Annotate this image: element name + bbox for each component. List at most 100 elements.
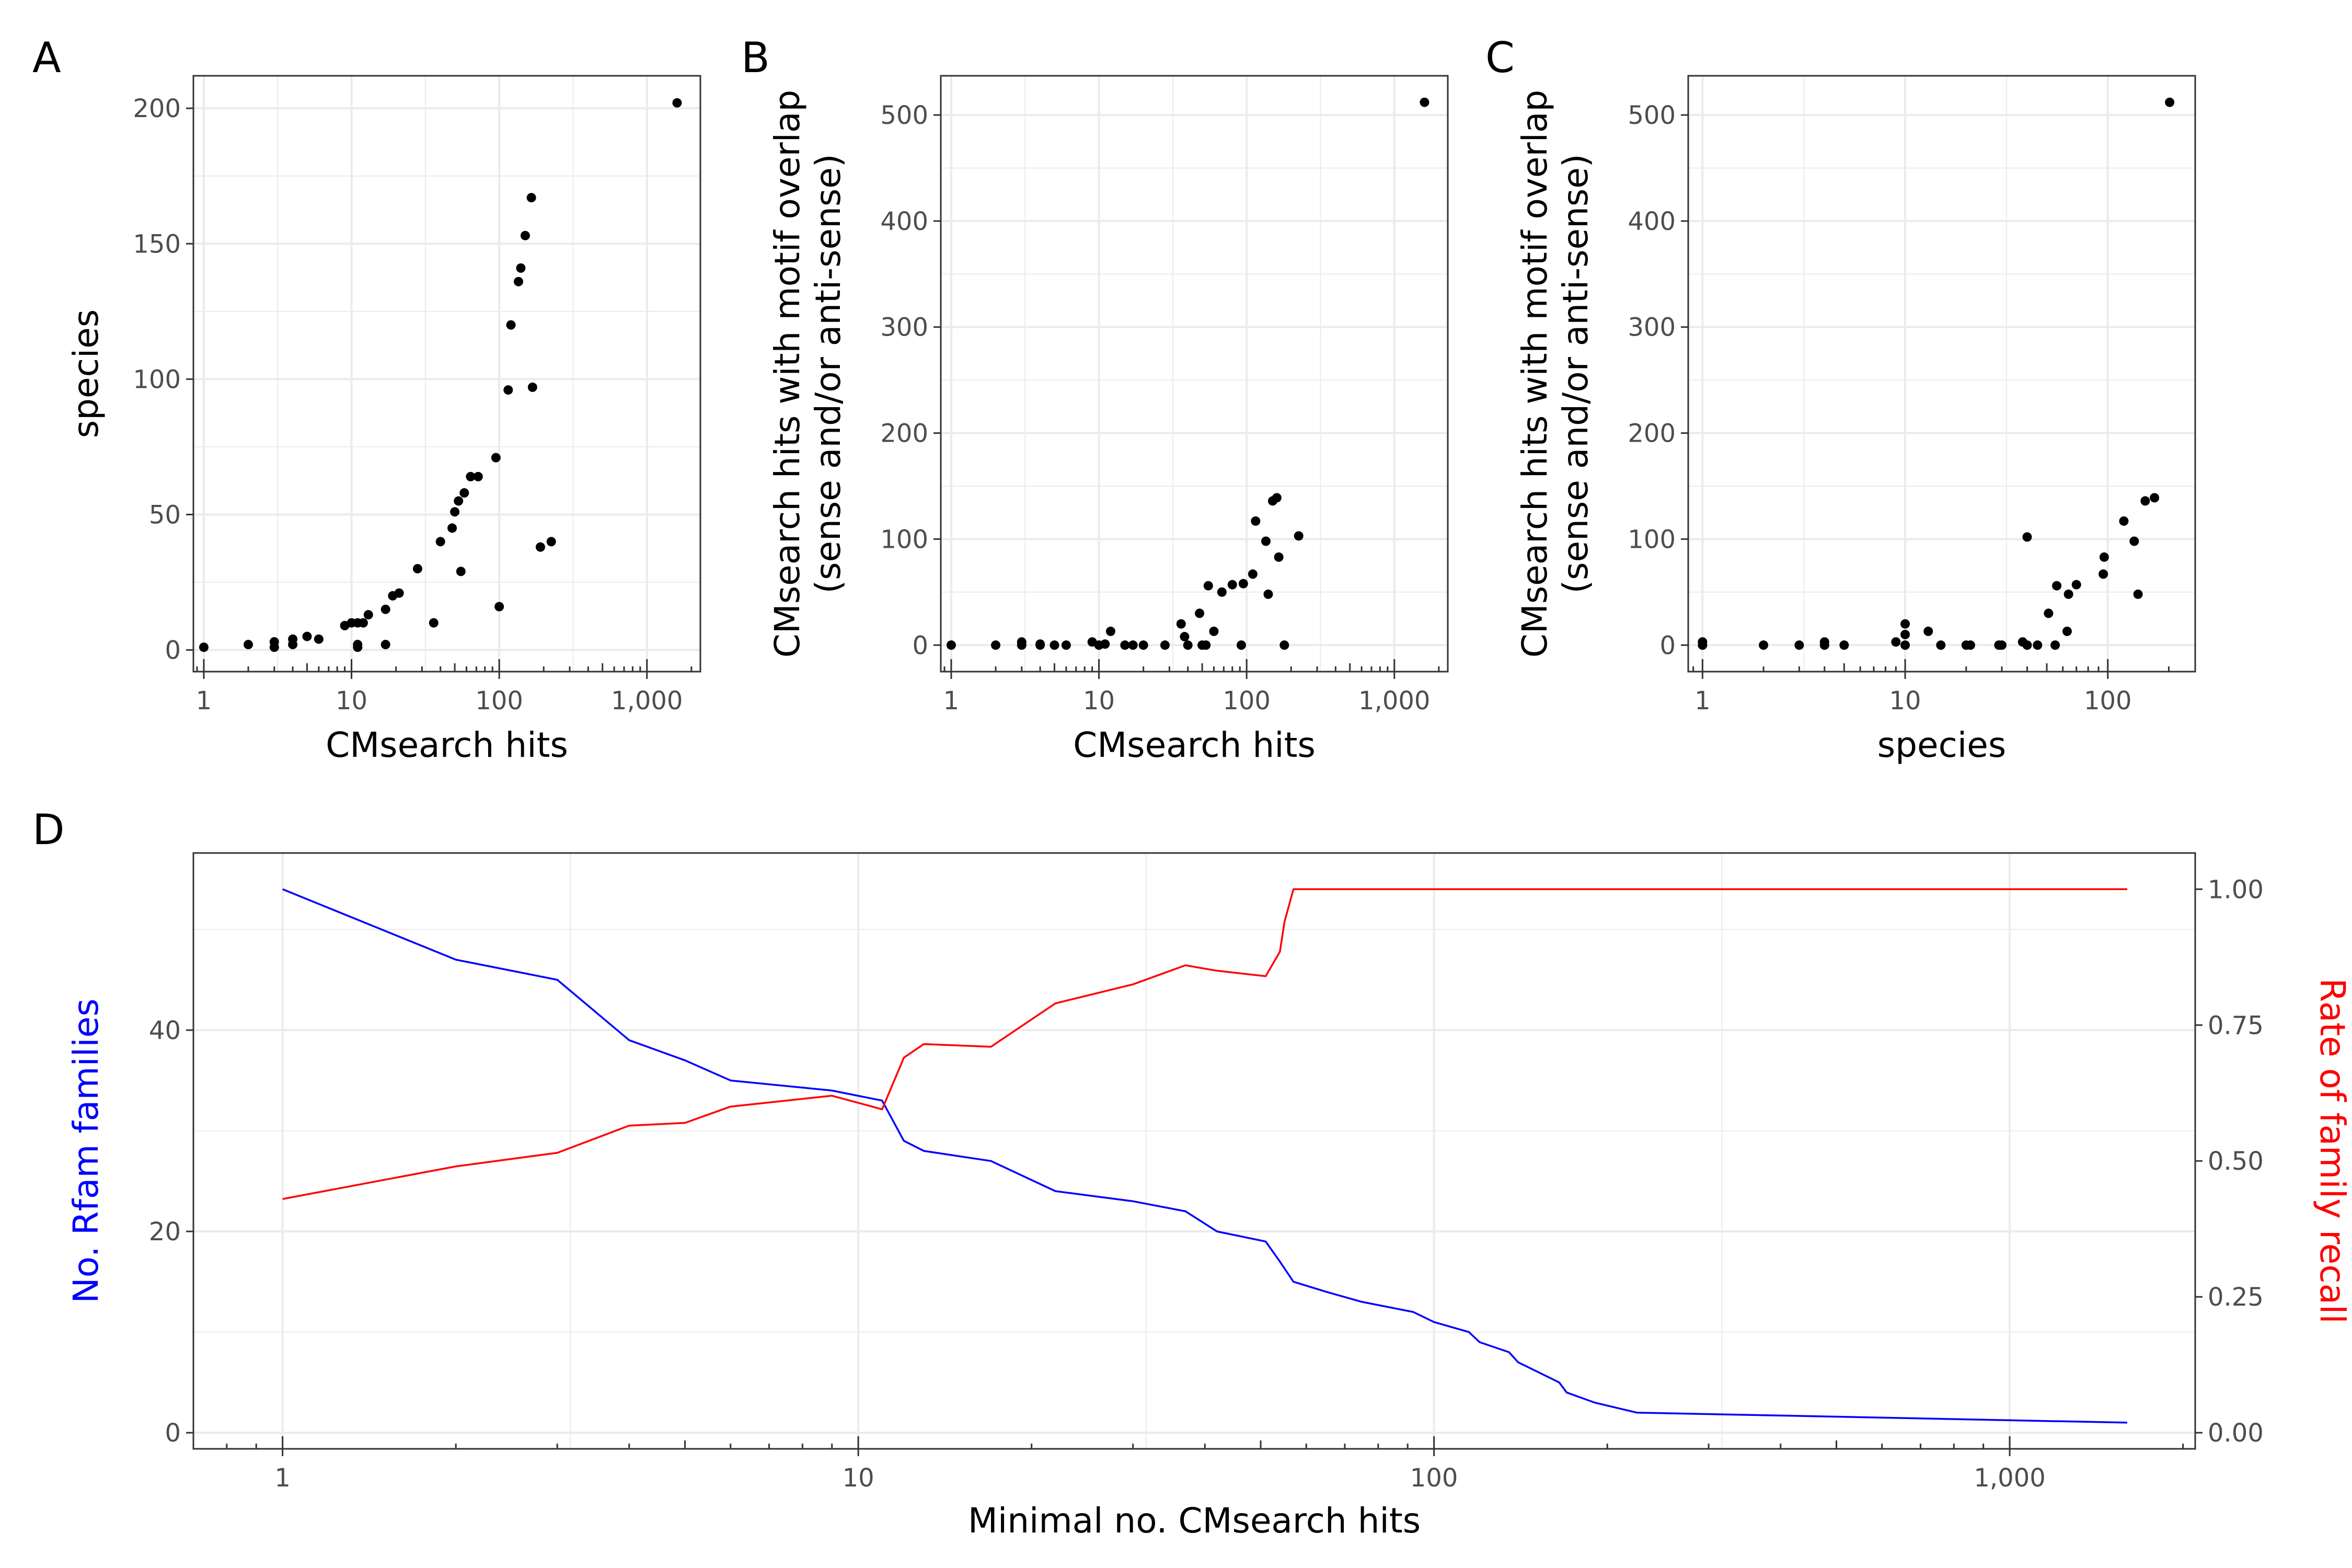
data-point (381, 640, 390, 650)
data-point (1227, 580, 1237, 590)
x-tick-label: 10 (336, 686, 367, 716)
y-axis-title-line: (sense and/or anti-sense) (1555, 154, 1596, 593)
x-tick-label: 100 (475, 686, 523, 716)
panel-border (1687, 75, 2196, 673)
data-point (1238, 579, 1248, 589)
x-tick-label: 10 (1889, 686, 1921, 716)
data-point (2119, 516, 2129, 526)
y-tick-label: 50 (149, 500, 181, 529)
data-point (466, 471, 476, 481)
x-tick-label: 1 (1694, 686, 1711, 716)
data-point (353, 640, 363, 650)
data-point (546, 537, 556, 547)
data-point (429, 618, 439, 628)
data-point (1236, 640, 1246, 650)
y-tick-label: 400 (1628, 207, 1676, 236)
data-point (1794, 640, 1804, 650)
data-point (2044, 608, 2054, 618)
data-point (1120, 640, 1130, 650)
y-axis-title: species (66, 309, 106, 439)
y-tick-label: 400 (880, 207, 928, 236)
panel-tag: D (32, 805, 65, 854)
data-point (2099, 569, 2108, 579)
data-point (1035, 640, 1045, 650)
y2-tick-label: 0.50 (2208, 1147, 2264, 1176)
y-tick-label: 0 (1659, 631, 1676, 660)
data-point (516, 263, 526, 273)
data-point (381, 604, 390, 614)
data-point (2050, 640, 2060, 650)
y-axis-title-line: CMsearch hits with motif overlap (767, 90, 808, 658)
data-point (2133, 589, 2143, 599)
data-point (1248, 569, 1258, 579)
panel-d: 1 10 100 1,000 0 20 40 0.00 0.25 0.50 0.75 1.00 Mini… (32, 805, 2352, 1541)
data-point (506, 320, 516, 330)
data-point (1759, 640, 1769, 650)
data-point (314, 634, 324, 644)
data-point (1138, 640, 1148, 650)
x-tick-label: 1,000 (611, 686, 683, 716)
data-point (1050, 640, 1059, 650)
data-point (244, 640, 253, 650)
data-point (450, 507, 460, 517)
data-point (2150, 493, 2160, 503)
y-tick-label: 40 (149, 1016, 181, 1045)
x-axis-title: species (1877, 725, 2007, 765)
data-point (2052, 581, 2062, 591)
data-point (1819, 640, 1829, 650)
data-point (672, 98, 682, 108)
data-point (1100, 639, 1110, 649)
data-point (1923, 626, 1933, 636)
data-point (412, 564, 422, 574)
data-point (454, 496, 464, 506)
recall-rate-line (282, 888, 2127, 1200)
data-point (1261, 536, 1271, 546)
x-axis-title: Minimal no. CMsearch hits (968, 1501, 1421, 1541)
panel-border (192, 75, 701, 673)
panel-tag: A (32, 33, 61, 82)
panel-a: 1 10 100 1,000 0 50 100 150 200 CMsearch hits spec… (32, 33, 701, 765)
data-point (2165, 97, 2175, 107)
data-point (2129, 536, 2139, 546)
data-point (1965, 640, 1975, 650)
y-tick-label: 200 (1628, 419, 1676, 448)
data-point (946, 640, 956, 650)
y2-tick-label: 1.00 (2208, 875, 2264, 904)
data-point (494, 602, 504, 612)
data-point (526, 193, 536, 203)
y-axis-title: CMsearch hits with motif overlap(sense a… (1515, 90, 1596, 658)
data-point (1209, 626, 1219, 636)
data-point (1217, 587, 1227, 597)
data-point (527, 382, 537, 392)
data-point (358, 618, 368, 628)
data-point (1176, 619, 1186, 629)
data-point (520, 230, 530, 240)
data-point (1272, 493, 1282, 503)
data-point (459, 488, 469, 498)
y-tick-label: 100 (880, 525, 928, 554)
data-point (269, 637, 279, 647)
data-point (1698, 637, 1708, 647)
data-point (1900, 630, 1910, 640)
data-point (513, 276, 523, 286)
data-point (2140, 496, 2150, 506)
y-tick-label: 150 (133, 229, 181, 259)
data-point (1900, 619, 1910, 629)
y-tick-label: 500 (880, 101, 928, 130)
data-point (1017, 637, 1027, 647)
data-point (1274, 552, 1284, 562)
data-point (1128, 640, 1138, 650)
x-tick-label: 10 (1083, 686, 1115, 716)
data-point (2033, 640, 2043, 650)
y-tick-label: 300 (880, 313, 928, 342)
data-point (456, 567, 466, 577)
y-axis-title: CMsearch hits with motif overlap(sense a… (767, 90, 848, 658)
panel-border (940, 75, 1449, 673)
data-point (1997, 640, 2007, 650)
y-tick-label: 300 (1628, 313, 1676, 342)
data-point (1160, 640, 1170, 650)
data-point (2022, 532, 2032, 542)
y-axis-title-line: (sense and/or anti-sense) (808, 154, 848, 593)
data-point (1251, 516, 1261, 526)
y-tick-label: 500 (1628, 101, 1676, 130)
